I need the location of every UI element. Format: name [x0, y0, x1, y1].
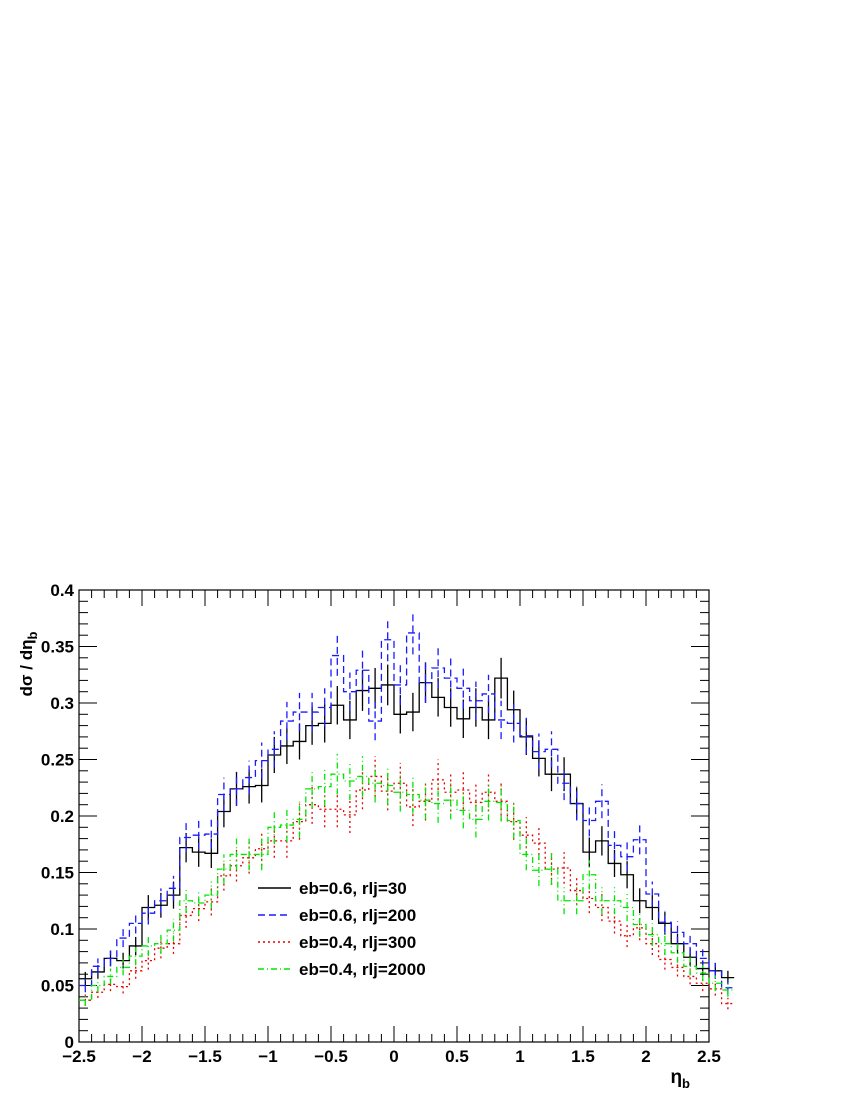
legend-label: eb=0.6, rlj=200 [299, 906, 416, 925]
y-axis-title-sub: b [25, 632, 40, 640]
x-tick-label: 1 [515, 1047, 524, 1066]
x-tick-label: −2.5 [62, 1047, 96, 1066]
series-2 [79, 611, 735, 995]
legend-item: eb=0.6, rlj=200 [258, 906, 416, 925]
x-tick-label: −2 [132, 1047, 151, 1066]
legend-label: eb=0.4, rlj=2000 [299, 960, 426, 979]
y-tick-label: 0.05 [41, 977, 74, 996]
y-tick-label: 0.2 [50, 807, 74, 826]
y-axis-title-main: dσ / dη [17, 640, 36, 697]
x-tick-label: 0.5 [445, 1047, 469, 1066]
tick-labels: −2.5 −2 −1.5 −1 −0.5 0 0.5 1 1.5 2 2.5 0 0.05 0.1 0.15… [41, 581, 721, 1066]
series-line [79, 677, 735, 980]
y-tick-label: 0.35 [41, 638, 74, 657]
x-tick-label: −0.5 [314, 1047, 348, 1066]
series-line [79, 775, 735, 1005]
y-axis-title: dσ / dηb [17, 632, 40, 697]
axis-ticks [78, 589, 710, 1043]
x-tick-label: 1.5 [571, 1047, 595, 1066]
x-axis-title-main: η [670, 1067, 682, 1088]
x-tick-label: 0 [389, 1047, 398, 1066]
legend-item: eb=0.6, rlj=30 [258, 879, 407, 898]
series-line [79, 632, 735, 989]
x-tick-label: −1.5 [188, 1047, 222, 1066]
x-axis-title-sub: b [682, 1076, 690, 1091]
x-tick-label: 2.5 [697, 1047, 721, 1066]
y-tick-label: 0.25 [41, 751, 74, 770]
y-tick-label: 0.4 [50, 581, 74, 600]
y-tick-label: 0.15 [41, 864, 74, 883]
legend-item: eb=0.4, rlj=300 [258, 933, 416, 952]
y-tick-label: 0 [65, 1033, 74, 1052]
legend-label: eb=0.4, rlj=300 [299, 933, 416, 952]
legend-label: eb=0.6, rlj=30 [299, 879, 407, 898]
y-tick-label: 0.3 [50, 694, 74, 713]
legend: eb=0.6, rlj=30 eb=0.6, rlj=200 eb=0.4, rlj… [258, 879, 426, 979]
x-tick-label: −1 [258, 1047, 277, 1066]
x-tick-label: 2 [641, 1047, 650, 1066]
series-4 [79, 753, 735, 1006]
legend-item: eb=0.4, rlj=2000 [258, 960, 426, 979]
series-layer [79, 611, 735, 1010]
x-axis-title: ηb [670, 1067, 690, 1091]
y-tick-label: 0.1 [50, 920, 74, 939]
